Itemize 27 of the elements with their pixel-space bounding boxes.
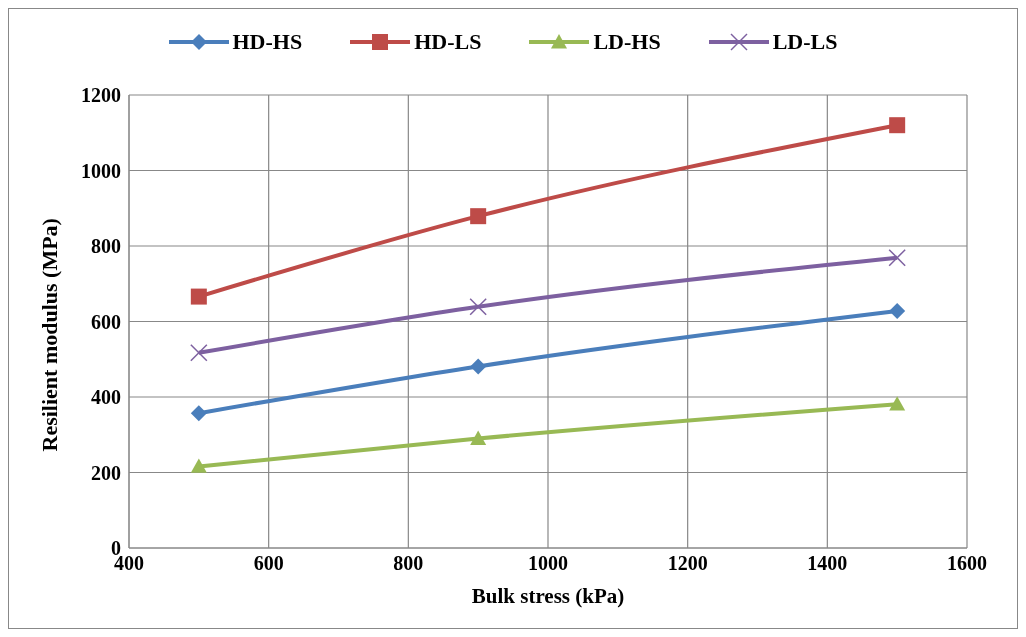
legend-label: LD-HS [593,29,661,55]
y-tick-label: 200 [91,461,121,484]
x-axis-title: Bulk stress (kPa) [471,584,625,608]
y-tick-label: 400 [91,386,121,409]
point [190,405,207,422]
x-tick-label: 1200 [667,552,708,575]
point [889,302,906,319]
point [190,288,207,305]
point [889,117,906,134]
x-tick-label: 1400 [807,552,848,575]
point [190,458,207,473]
point [889,396,906,411]
legend-label: HD-LS [414,29,482,55]
y-tick-label: 600 [91,310,121,333]
y-axis-title: Resilient modulus (MPa) [36,218,62,452]
legend-label: LD-LS [772,29,838,55]
y-tick-label: 800 [91,235,121,258]
point [470,358,487,375]
x-tick-label: 1000 [528,552,568,575]
point [470,430,487,445]
x-tick-label: 800 [393,552,424,575]
point [470,208,487,225]
legend-label: HD-HS [232,29,303,55]
x-tick-label: 1600 [947,552,987,575]
y-tick-label: 1200 [81,84,121,107]
y-tick-label: 1000 [81,159,121,182]
x-tick-label: 600 [253,552,284,575]
